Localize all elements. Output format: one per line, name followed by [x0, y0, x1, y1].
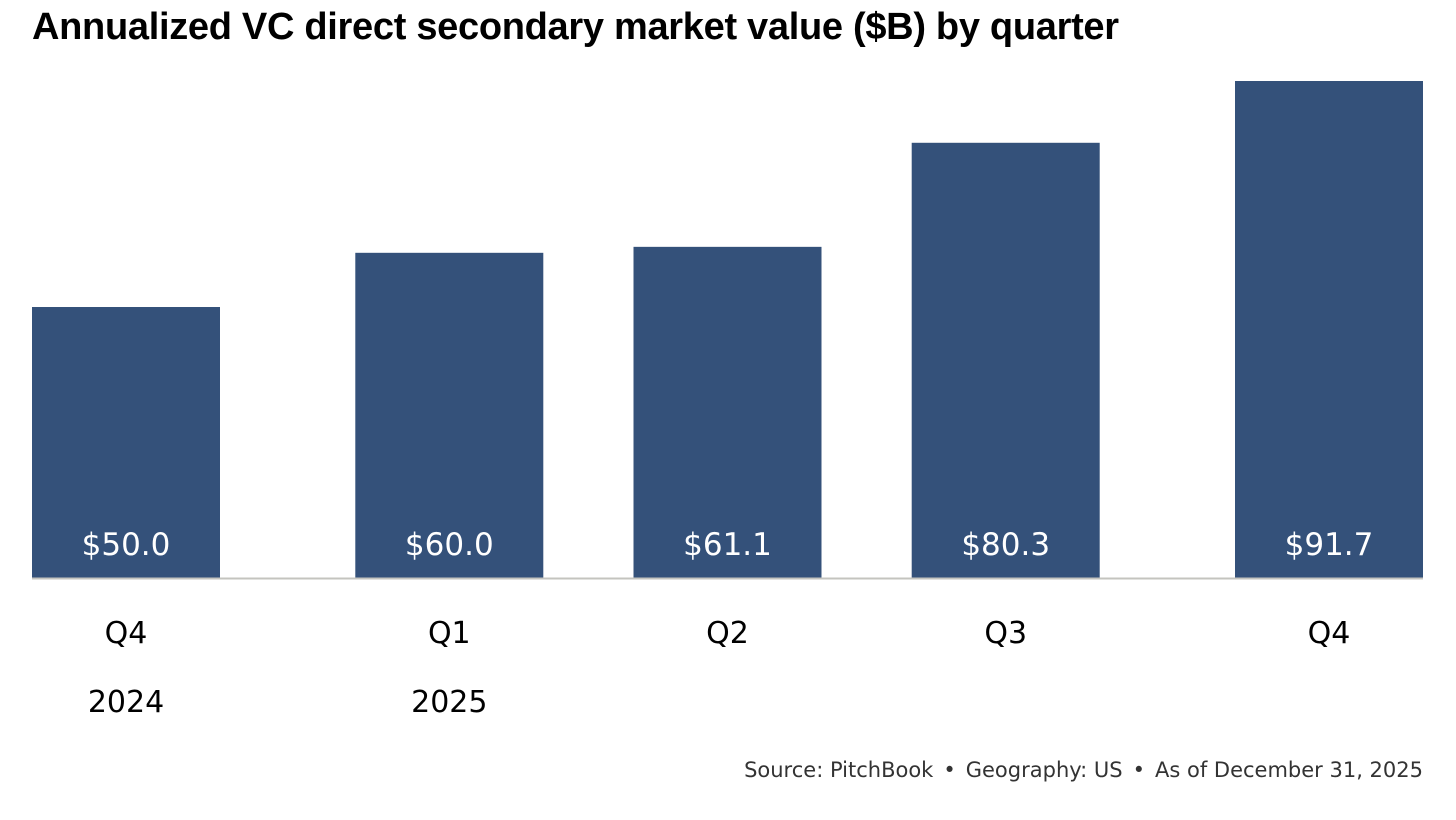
source-footer: Source: PitchBook • Geography: US • As of De… — [744, 758, 1423, 782]
x-group-label-2: 2025 — [411, 685, 487, 720]
bars-group — [32, 81, 1423, 579]
chart-title: Annualized VC direct secondary market va… — [32, 6, 1119, 48]
as-of-text: As of December 31, 2025 — [1155, 758, 1423, 782]
bar-3 — [633, 246, 822, 578]
bar-1 — [32, 307, 220, 578]
data-label-5: $91.7 — [1285, 527, 1374, 563]
x-tick-label-4: Q3 — [984, 616, 1027, 651]
data-labels-group: $50.0 $60.0 $61.1 $80.3 $91.7 — [82, 527, 1374, 563]
bar-4 — [911, 142, 1100, 578]
x-group-label-1: 2024 — [88, 685, 164, 720]
data-label-1: $50.0 — [82, 527, 171, 563]
bar-chart: $50.0 $60.0 $61.1 $80.3 $91.7 Q4 2024 Q1 2025 Q2… — [32, 81, 1423, 720]
x-tick-label-3: Q2 — [706, 616, 749, 651]
data-label-3: $61.1 — [683, 527, 772, 563]
x-tick-label-5: Q4 — [1308, 616, 1351, 651]
bar-5 — [1235, 81, 1423, 578]
geography-text: Geography: US — [965, 758, 1123, 782]
bar-2 — [355, 252, 544, 579]
x-tick-label-1: Q4 — [105, 616, 148, 651]
data-label-2: $60.0 — [405, 527, 494, 563]
separator-dot: • — [943, 758, 956, 782]
separator-dot: • — [1132, 758, 1145, 782]
x-tick-labels-group: Q4 2024 Q1 2025 Q2 Q3 Q4 — [88, 616, 1351, 720]
data-label-4: $80.3 — [961, 527, 1050, 563]
x-tick-label-2: Q1 — [428, 616, 471, 651]
source-text: Source: PitchBook — [744, 758, 934, 782]
